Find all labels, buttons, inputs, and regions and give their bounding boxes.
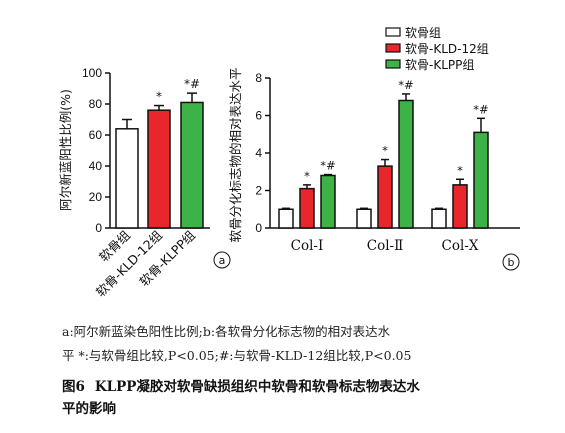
bar: [377, 165, 393, 229]
figure-note-line-1: a:阿尔新蓝染色阳性比例;b:各软骨分化标志物的相对表达水: [62, 324, 391, 339]
bar: [356, 208, 372, 229]
legend-swatch: [385, 43, 401, 53]
x-tick-label: Col-Ⅹ: [442, 238, 479, 254]
figure-number: 图6: [62, 379, 85, 395]
bar: [299, 187, 315, 229]
panel-label-circle: [213, 251, 231, 269]
bar: [473, 131, 489, 229]
significance-mark: *#: [184, 77, 200, 91]
significance-mark: *: [382, 144, 388, 158]
y-tick-label: 2: [255, 184, 262, 198]
significance-mark: *#: [398, 78, 413, 92]
figure-caption: 图6 KLPP凝胶对软骨缺损组织中软骨和软骨标志物表达水 平的影响: [62, 376, 542, 420]
y-tick-label: 0: [255, 221, 262, 235]
y-tick-label: 100: [82, 66, 102, 80]
y-tick-label: 6: [255, 109, 262, 123]
panel-label-circle: [502, 253, 520, 271]
figure: 020406080100阿尔新蓝阳性比例(%)软骨组*软骨-KLD-12组*#软…: [58, 26, 520, 300]
y-tick-label: 60: [89, 128, 103, 142]
y-tick-label: 4: [255, 146, 262, 160]
y-tick-label: 20: [89, 190, 103, 204]
legend-swatch: [385, 27, 401, 37]
y-tick-label: 80: [89, 97, 103, 111]
bar: [147, 109, 171, 229]
bar: [320, 174, 336, 229]
panel-b-chart: 0 2 4 6 8 软骨分化标志物的相对表达水平 软骨组软骨-KLD-12组软骨-KLPP组…: [228, 26, 520, 271]
y-tick-label: 0: [95, 221, 102, 235]
bar: [180, 101, 204, 229]
y-tick-label: 40: [89, 159, 103, 173]
bar: [115, 128, 139, 229]
bar: [431, 208, 447, 229]
significance-mark: *#: [320, 159, 335, 173]
legend-label: 软骨-KLD-12组: [405, 42, 489, 56]
significance-mark: *: [457, 163, 463, 177]
significance-mark: *#: [473, 102, 488, 116]
significance-mark: *: [156, 90, 162, 104]
y-axis-label: 软骨分化标志物的相对表达水平: [228, 67, 243, 242]
x-tick-label: Col-Ⅰ: [291, 238, 324, 254]
legend-label: 软骨-KLPP组: [405, 58, 474, 72]
legend-swatch: [385, 59, 401, 69]
panel-label: a: [219, 254, 226, 267]
x-tick-label: Col-Ⅱ: [367, 238, 404, 254]
bar: [278, 208, 294, 229]
figure-title-line-1: KLPP凝胶对软骨缺损组织中软骨和软骨标志物表达水: [94, 379, 420, 395]
figure-note-line-2: 平 *:与软骨组比较,P<0.05;#:与软骨-KLD-12组比较,P<0.05: [62, 348, 412, 363]
figure-note: a:阿尔新蓝染色阳性比例;b:各软骨分化标志物的相对表达水 平 *:与软骨组比较…: [62, 320, 542, 368]
panel-a-chart: 020406080100阿尔新蓝阳性比例(%)软骨组*软骨-KLD-12组*#软…: [58, 66, 231, 300]
legend-label: 软骨组: [405, 26, 441, 40]
y-tick-label: 8: [255, 71, 262, 85]
y-axis-label: 阿尔新蓝阳性比例(%): [58, 89, 73, 211]
figure-title-line-2: 平的影响: [62, 401, 116, 417]
bar: [398, 99, 414, 229]
bar: [452, 184, 468, 229]
significance-mark: *: [304, 169, 310, 183]
panel-label: b: [508, 256, 515, 269]
